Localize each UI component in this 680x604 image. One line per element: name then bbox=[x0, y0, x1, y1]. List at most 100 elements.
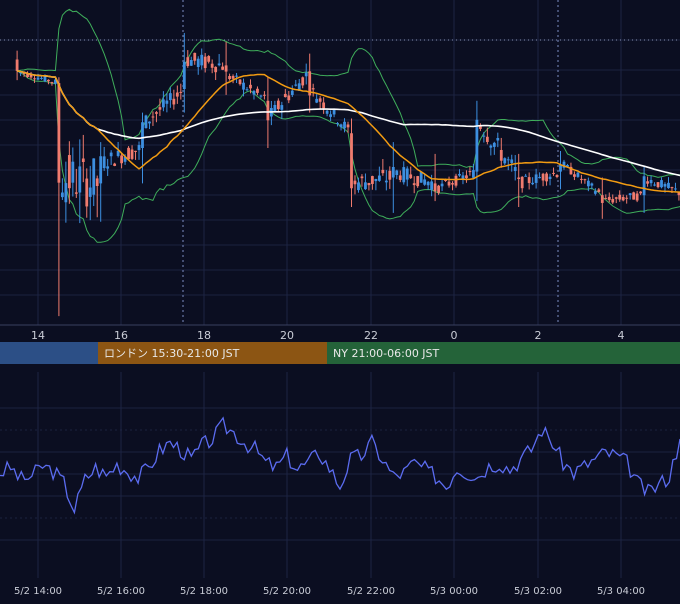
candle-body bbox=[40, 77, 43, 79]
candle-body bbox=[60, 192, 64, 198]
candle-body bbox=[287, 95, 291, 101]
price-x-tick-label: 22 bbox=[364, 329, 378, 342]
session-label: NY 21:00-06:00 JST bbox=[333, 347, 440, 360]
candle-body bbox=[85, 178, 89, 207]
price-x-tick-label: 16 bbox=[114, 329, 128, 342]
candle-body bbox=[155, 112, 158, 114]
candle-body bbox=[134, 150, 137, 152]
candle-body bbox=[78, 166, 82, 193]
candle-body bbox=[26, 73, 29, 77]
osc-x-tick-label: 5/2 16:00 bbox=[97, 586, 145, 597]
candle-body bbox=[402, 167, 406, 183]
candle-body bbox=[141, 122, 144, 148]
candle-body bbox=[653, 184, 656, 186]
osc-x-tick-label: 5/2 20:00 bbox=[263, 586, 311, 597]
candle-body bbox=[458, 173, 461, 176]
candle-body bbox=[175, 92, 179, 97]
price-x-tick-label: 4 bbox=[618, 329, 625, 342]
price-x-tick-label: 18 bbox=[197, 329, 211, 342]
candle-body bbox=[106, 166, 110, 169]
session-band bbox=[98, 342, 327, 364]
candle-body bbox=[461, 175, 465, 180]
candle-body bbox=[618, 194, 622, 200]
candle-body bbox=[43, 76, 47, 82]
candle-body bbox=[569, 166, 573, 175]
candle-body bbox=[57, 83, 61, 183]
candle-body bbox=[165, 100, 169, 104]
candle-body bbox=[465, 175, 468, 179]
candle-body bbox=[151, 116, 155, 118]
candle-body bbox=[81, 158, 85, 162]
candle-body bbox=[308, 71, 312, 96]
candle-body bbox=[506, 159, 510, 161]
candle-body bbox=[520, 176, 524, 189]
candle-body bbox=[593, 191, 597, 194]
candle-body bbox=[580, 178, 583, 180]
candle-body bbox=[336, 123, 339, 125]
candle-body bbox=[677, 192, 680, 196]
candle-body bbox=[47, 79, 50, 82]
candle-body bbox=[186, 57, 190, 67]
oscillator-x-axis: 5/2 14:00 5/2 16:00 5/2 18:00 5/2 20:00 5/2 … bbox=[14, 586, 645, 597]
candle-body bbox=[113, 163, 117, 166]
candle-body bbox=[527, 177, 531, 184]
candle-body bbox=[148, 121, 151, 124]
candle-body bbox=[478, 126, 482, 129]
candle-body bbox=[398, 175, 402, 180]
candle-body bbox=[656, 182, 660, 188]
candle-body bbox=[440, 183, 444, 187]
ma-short-line bbox=[16, 70, 680, 193]
candle-body bbox=[144, 115, 148, 129]
candle-body bbox=[531, 182, 535, 185]
candle-body bbox=[130, 149, 134, 159]
candle-body bbox=[444, 180, 447, 182]
candle-body bbox=[273, 104, 277, 112]
candle-body bbox=[266, 100, 270, 121]
candle-body bbox=[315, 98, 319, 103]
candle-body bbox=[245, 89, 249, 91]
candle-body bbox=[200, 54, 204, 66]
candle-body bbox=[590, 183, 594, 186]
candle-body bbox=[329, 114, 332, 117]
candle-body bbox=[283, 93, 287, 98]
candle-body bbox=[660, 180, 663, 188]
candle-body bbox=[639, 191, 643, 194]
candle-body bbox=[416, 176, 420, 187]
candle-body bbox=[646, 181, 649, 184]
osc-x-tick-label: 5/2 18:00 bbox=[180, 586, 228, 597]
candle-body bbox=[238, 79, 242, 85]
candle-body bbox=[541, 173, 545, 181]
lower-band bbox=[16, 70, 680, 243]
osc-x-tick-label: 5/3 02:00 bbox=[514, 586, 562, 597]
candle-body bbox=[123, 156, 127, 162]
candle-body bbox=[586, 180, 590, 187]
candle-body bbox=[635, 193, 639, 201]
candle-body bbox=[224, 65, 228, 72]
candle-body bbox=[607, 196, 611, 201]
candle-body bbox=[297, 83, 301, 91]
candle-body bbox=[322, 102, 326, 109]
candle-body bbox=[447, 181, 451, 186]
candle-body bbox=[15, 59, 19, 71]
candle-body bbox=[99, 156, 103, 184]
candle-body bbox=[499, 149, 503, 161]
candle-body bbox=[625, 197, 629, 199]
candle-body bbox=[663, 184, 667, 187]
candle-body bbox=[367, 182, 371, 186]
candle-body bbox=[74, 192, 78, 194]
candle-body bbox=[503, 158, 507, 164]
candle-body bbox=[384, 180, 388, 183]
candle-body bbox=[339, 124, 343, 128]
candle-body bbox=[583, 179, 587, 181]
candle-body bbox=[137, 145, 141, 151]
candle-body bbox=[513, 167, 517, 171]
candle-body bbox=[189, 59, 193, 66]
candle-body bbox=[217, 63, 221, 66]
candle-body bbox=[54, 79, 57, 84]
candle-body bbox=[231, 75, 235, 79]
candle-body bbox=[357, 182, 360, 191]
candle-body bbox=[437, 185, 440, 193]
oscillator-line bbox=[0, 416, 680, 515]
candle-body bbox=[116, 150, 120, 156]
